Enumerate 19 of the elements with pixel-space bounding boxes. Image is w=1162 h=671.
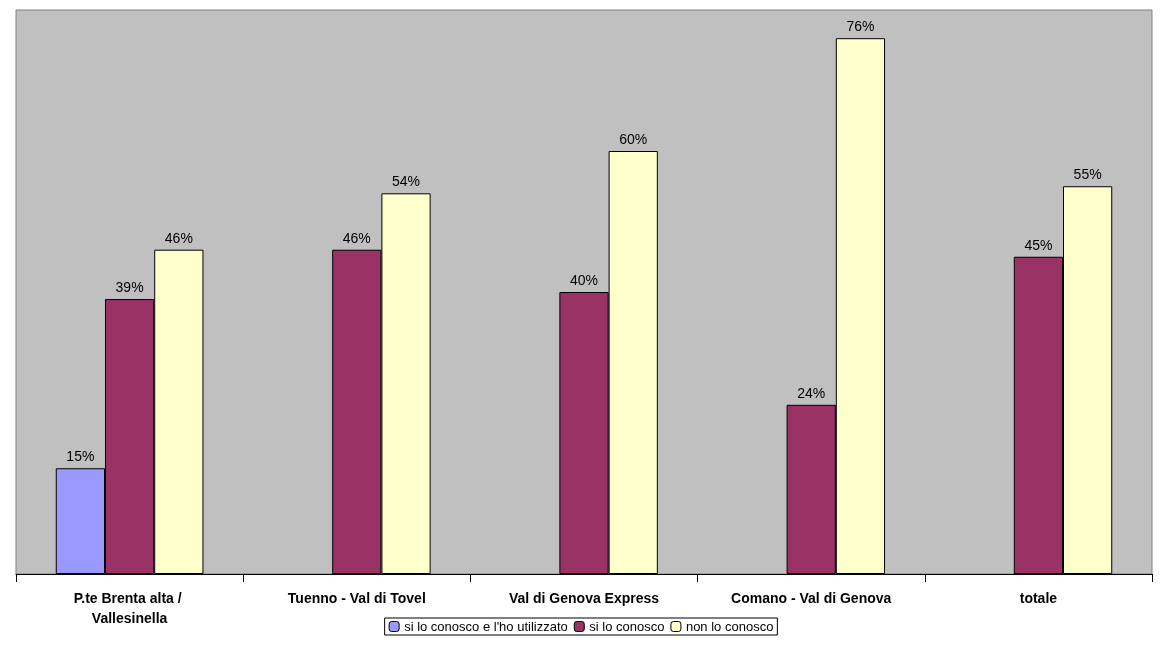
data-label: 45%: [1024, 236, 1053, 253]
x-tick-label: Val di Genova Express: [508, 590, 660, 606]
data-label: 76%: [846, 18, 875, 35]
data-label: 15%: [66, 448, 95, 465]
data-label: 55%: [1073, 166, 1102, 183]
data-label: 24%: [797, 384, 826, 401]
data-label: 60%: [619, 131, 648, 147]
x-tick-label: Tuenno - Val di Tovel: [287, 590, 426, 606]
data-label: 46%: [342, 229, 371, 246]
legend-label: si lo conosco e l'ho utilizzato: [404, 619, 568, 634]
data-label: 40%: [569, 272, 599, 288]
x-tick-label: P.te Brenta alta / Vallesinella: [73, 590, 186, 626]
legend-label: si lo conosco: [589, 619, 665, 634]
x-tick-label: Comano - Val di Genova: [731, 590, 892, 606]
data-label: 46%: [164, 229, 193, 246]
legend-label: non lo conosco: [685, 619, 774, 634]
data-label: 39%: [115, 279, 144, 296]
x-tick-label: totale: [1019, 590, 1058, 606]
data-label: 54%: [392, 173, 421, 190]
